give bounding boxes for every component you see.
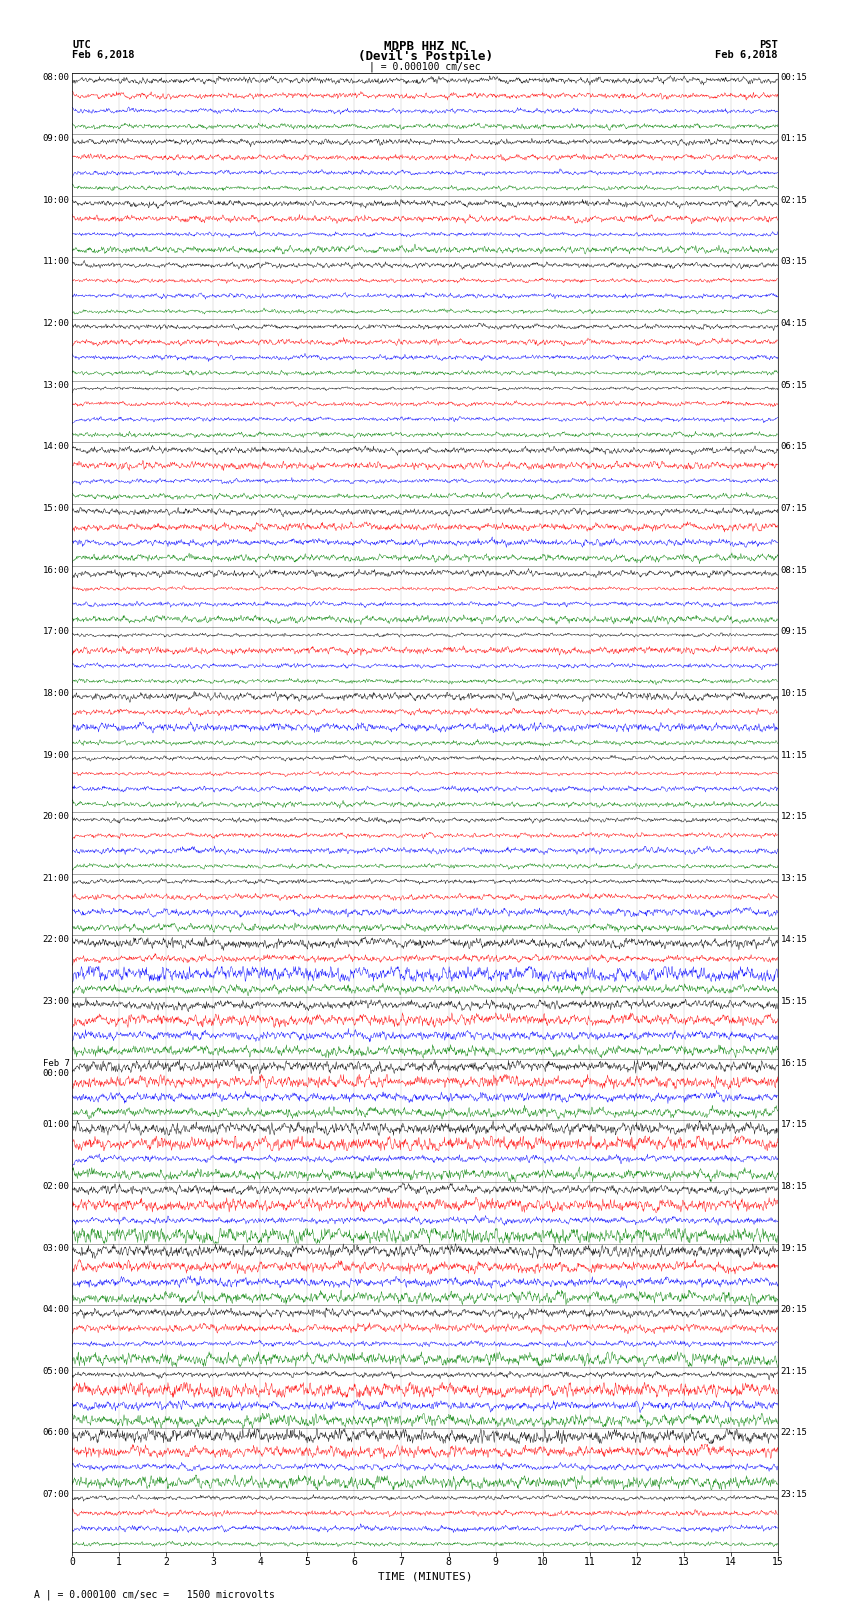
Text: | = 0.000100 cm/sec: | = 0.000100 cm/sec xyxy=(369,61,481,73)
Text: MDPB HHZ NC: MDPB HHZ NC xyxy=(383,39,467,53)
Text: Feb 6,2018: Feb 6,2018 xyxy=(715,50,778,60)
Text: PST: PST xyxy=(759,39,778,50)
Text: (Devil's Postpile): (Devil's Postpile) xyxy=(358,50,492,63)
Text: UTC: UTC xyxy=(72,39,91,50)
Text: Feb 6,2018: Feb 6,2018 xyxy=(72,50,135,60)
Text: A | = 0.000100 cm/sec =   1500 microvolts: A | = 0.000100 cm/sec = 1500 microvolts xyxy=(34,1589,275,1600)
X-axis label: TIME (MINUTES): TIME (MINUTES) xyxy=(377,1571,473,1581)
